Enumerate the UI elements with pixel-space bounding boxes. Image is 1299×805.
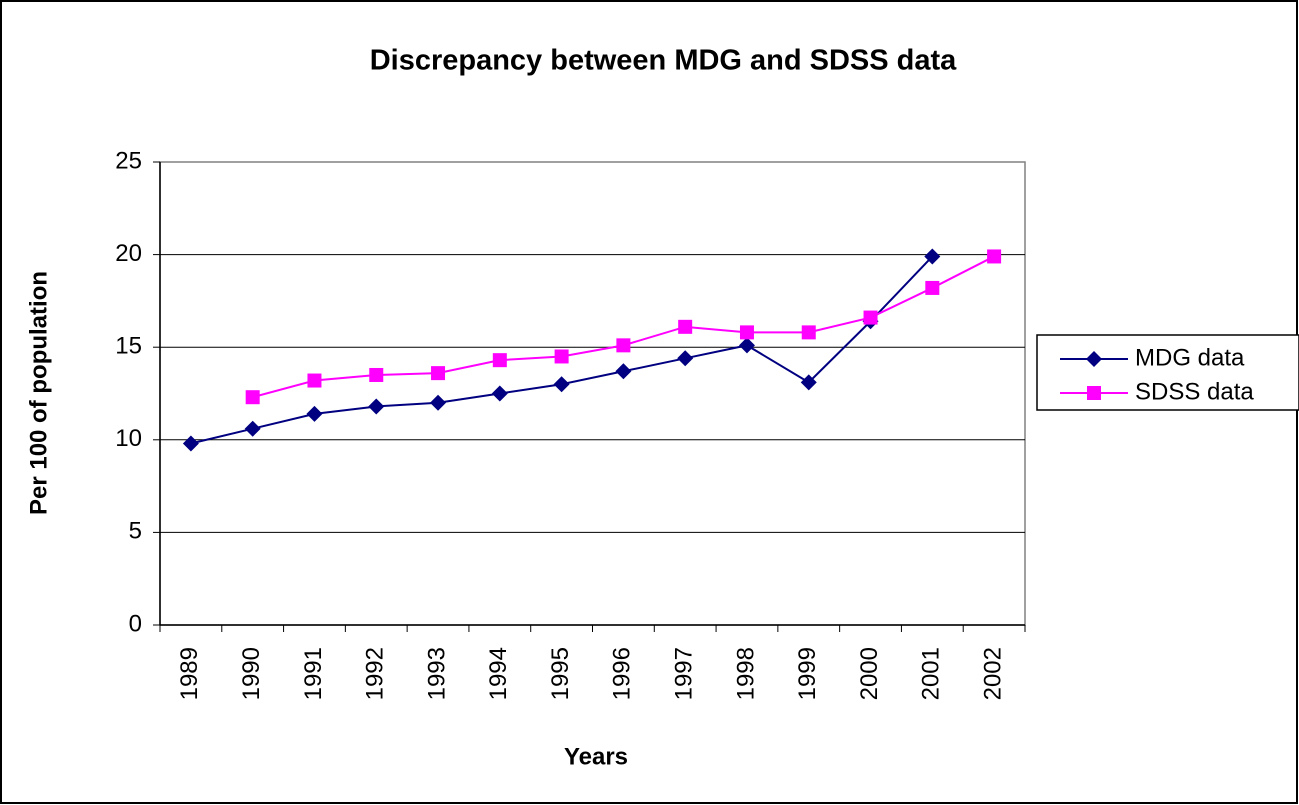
x-tick-label: 2002 [979, 647, 1006, 700]
y-tick-label: 5 [129, 518, 142, 545]
plot-area [159, 161, 1026, 626]
data-point [182, 435, 199, 452]
x-tick-label: 1995 [547, 647, 574, 700]
data-point [801, 325, 816, 340]
data-point [369, 367, 384, 382]
x-tick-label: 1993 [423, 647, 450, 700]
data-point [924, 248, 941, 265]
x-tick-label: 1996 [609, 647, 636, 700]
data-point [244, 420, 261, 437]
data-point [245, 390, 260, 405]
legend-marker [1086, 351, 1102, 367]
data-point [987, 249, 1002, 264]
data-point [492, 353, 507, 368]
data-point [491, 385, 508, 402]
data-point [800, 374, 817, 391]
y-tick-label: 25 [115, 147, 142, 174]
data-point [739, 325, 754, 340]
data-point [925, 280, 940, 295]
data-point [863, 310, 878, 325]
legend-label: MDG data [1135, 344, 1245, 371]
x-tick-label: 1992 [362, 647, 389, 700]
data-point [430, 394, 447, 411]
data-point [553, 376, 570, 393]
data-point [738, 337, 755, 354]
data-point [307, 373, 322, 388]
x-tick-label: 2000 [856, 647, 883, 700]
x-tick-label: 1994 [485, 647, 512, 700]
data-point [616, 338, 631, 353]
legend-box [1036, 334, 1299, 411]
x-axis-label: Years [564, 743, 628, 770]
data-point [615, 363, 632, 380]
data-point [306, 405, 323, 422]
y-tick-label: 15 [115, 333, 142, 360]
x-tick-label: 1990 [238, 647, 265, 700]
chart-title: Discrepancy between MDG and SDSS data [370, 45, 957, 77]
y-tick-label: 10 [115, 425, 142, 452]
y-axis-label: Per 100 of population [25, 271, 52, 515]
data-point [431, 366, 446, 381]
data-point [554, 349, 569, 364]
data-point [368, 398, 385, 415]
x-tick-label: 2001 [918, 647, 945, 700]
y-tick-label: 20 [115, 240, 142, 267]
data-point [678, 319, 693, 334]
legend-label: SDSS data [1135, 378, 1254, 405]
data-point [677, 350, 694, 367]
x-tick-label: 1997 [671, 647, 698, 700]
x-tick-label: 1999 [794, 647, 821, 700]
x-tick-label: 1998 [732, 647, 759, 700]
x-tick-label: 1991 [300, 647, 327, 700]
x-tick-label: 1989 [176, 647, 203, 700]
legend-marker [1087, 386, 1101, 400]
y-tick-label: 0 [129, 610, 142, 637]
